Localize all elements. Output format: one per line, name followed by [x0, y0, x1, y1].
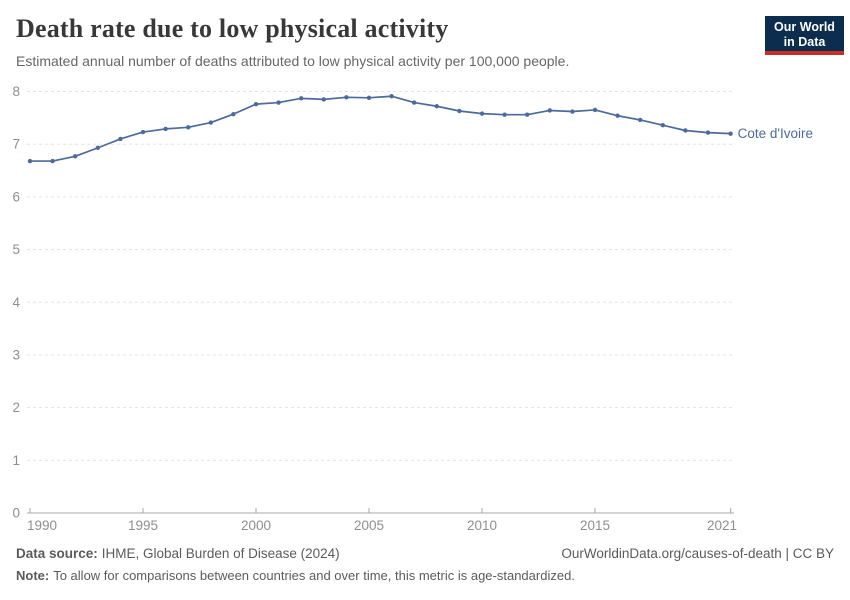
- data-point[interactable]: [208, 120, 213, 125]
- logo-line-1: Our World: [774, 20, 835, 34]
- data-source: Data source: IHME, Global Burden of Disea…: [16, 546, 340, 561]
- chart-title: Death rate due to low physical activity: [16, 14, 449, 43]
- data-point[interactable]: [570, 109, 575, 114]
- footer: Data source: IHME, Global Burden of Disea…: [16, 546, 834, 583]
- data-point[interactable]: [118, 136, 123, 142]
- x-tick-label: 2010: [467, 518, 497, 533]
- data-point[interactable]: [728, 131, 733, 136]
- data-point[interactable]: [525, 112, 530, 117]
- data-point[interactable]: [615, 113, 620, 118]
- x-tick-label: 2021: [707, 518, 737, 533]
- data-point[interactable]: [321, 97, 326, 102]
- x-tick-label: 2000: [241, 518, 271, 533]
- y-tick-label: 0: [12, 506, 20, 521]
- note-value: To allow for comparisons between countri…: [53, 568, 575, 583]
- data-point[interactable]: [95, 145, 101, 151]
- data-point[interactable]: [50, 158, 55, 164]
- data-point[interactable]: [705, 130, 711, 135]
- series-label: Cote d'Ivoire: [738, 126, 813, 141]
- data-point[interactable]: [366, 95, 372, 101]
- data-point[interactable]: [27, 158, 33, 164]
- y-tick-label: 3: [12, 347, 20, 362]
- data-point[interactable]: [163, 126, 168, 132]
- data-point[interactable]: [502, 112, 507, 117]
- data-point[interactable]: [683, 128, 688, 133]
- y-tick-label: 7: [12, 137, 20, 152]
- data-point[interactable]: [276, 100, 281, 105]
- y-tick-label: 8: [12, 84, 20, 99]
- chart-subtitle: Estimated annual number of deaths attrib…: [16, 53, 570, 69]
- logo-line-2: in Data: [783, 35, 826, 49]
- x-tick-label: 2005: [354, 518, 384, 533]
- data-point[interactable]: [73, 154, 78, 159]
- y-tick-label: 4: [12, 295, 20, 310]
- citation-link[interactable]: OurWorldinData.org/causes-of-death | CC …: [561, 546, 834, 561]
- data-point[interactable]: [231, 111, 236, 117]
- data-point[interactable]: [457, 108, 462, 114]
- data-point[interactable]: [389, 94, 394, 99]
- data-point[interactable]: [253, 101, 259, 107]
- data-point[interactable]: [592, 107, 598, 113]
- note-label: Note:: [16, 568, 50, 583]
- data-point[interactable]: [547, 108, 552, 113]
- data-point[interactable]: [412, 100, 417, 105]
- owid-logo[interactable]: Our World in Data: [765, 16, 844, 55]
- x-tick-label: 2015: [580, 518, 610, 533]
- data-point[interactable]: [434, 104, 439, 109]
- data-point[interactable]: [638, 117, 643, 123]
- data-source-value: IHME, Global Burden of Disease (2024): [101, 546, 340, 561]
- data-line[interactable]: [30, 95, 731, 162]
- y-tick-label: 2: [12, 400, 20, 415]
- data-point[interactable]: [299, 96, 304, 101]
- data-point[interactable]: [344, 95, 349, 100]
- y-tick-label: 6: [12, 189, 20, 204]
- y-tick-label: 5: [12, 242, 20, 257]
- data-source-label: Data source:: [16, 546, 98, 561]
- data-point[interactable]: [186, 125, 191, 130]
- x-tick-label: 1990: [27, 518, 57, 533]
- y-tick-label: 1: [12, 453, 20, 468]
- data-point[interactable]: [660, 123, 665, 128]
- x-tick-label: 1995: [128, 518, 158, 533]
- data-point[interactable]: [479, 111, 485, 116]
- data-point[interactable]: [140, 129, 146, 135]
